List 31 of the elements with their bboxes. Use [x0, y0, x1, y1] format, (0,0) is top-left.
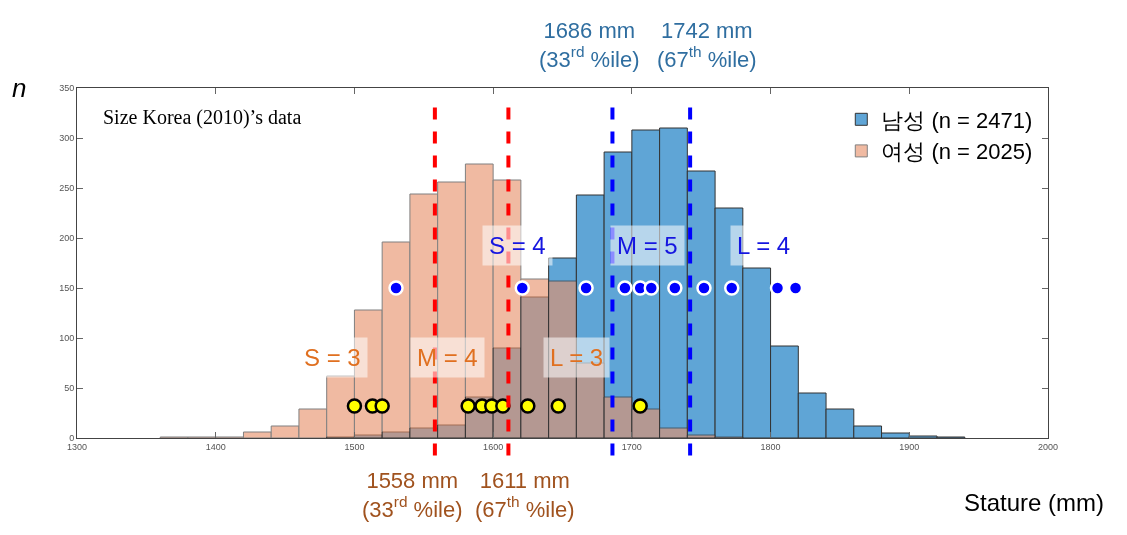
x-tick-label: 1700 — [621, 441, 642, 452]
x-tick-label: 1800 — [760, 441, 781, 452]
annotation: M = 5 — [617, 232, 678, 259]
annotation: S = 4 — [489, 232, 546, 259]
ref-line-label: 1611 mm (67$^{th}$ %ile) — [475, 468, 575, 522]
legend-label: 남성 (n = 2471) — [881, 107, 1033, 133]
annotation: M = 4 — [417, 344, 478, 371]
ref-line-label: 1558 mm (33$^{rd}$ %ile) — [362, 468, 463, 522]
x-tick-label: 1400 — [205, 441, 226, 452]
x-axis-title: Stature (mm) — [964, 489, 1105, 516]
y-tick-label: 150 — [59, 283, 75, 294]
x-tick-label: 1900 — [899, 441, 920, 452]
y-tick-label: 0 — [69, 433, 75, 444]
x-tick-label: 1500 — [344, 441, 365, 452]
y-tick-label: 350 — [59, 83, 75, 94]
annotation: L = 3 — [550, 344, 604, 371]
y-tick-label: 300 — [59, 133, 75, 144]
ref-line-label: 1742 mm (67$^{th}$ %ile) — [657, 18, 757, 72]
annotation: S = 3 — [304, 344, 361, 371]
y-tick-label: 100 — [59, 333, 75, 344]
y-tick-label: 250 — [59, 183, 75, 194]
legend-label: 여성 (n = 2025) — [881, 139, 1033, 165]
y-axis-title: n — [12, 73, 27, 103]
y-tick-label: 50 — [64, 383, 75, 394]
y-tick-label: 200 — [59, 233, 75, 244]
ref-line-label: 1686 mm (33$^{rd}$ %ile) — [539, 18, 640, 72]
annotation: Size Korea (2010)’s data — [103, 106, 302, 129]
x-tick-label: 1600 — [483, 441, 504, 452]
annotation: L = 4 — [737, 232, 791, 259]
x-tick-label: 1300 — [66, 441, 88, 452]
x-tick-label: 2000 — [1037, 441, 1059, 452]
